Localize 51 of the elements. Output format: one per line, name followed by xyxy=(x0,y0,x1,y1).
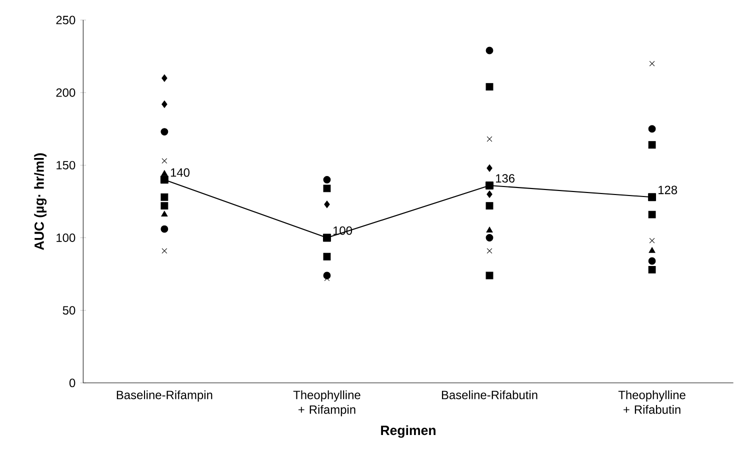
point xyxy=(160,202,168,210)
point xyxy=(648,141,656,149)
point xyxy=(486,226,493,233)
point xyxy=(162,74,168,82)
point xyxy=(648,266,656,274)
point xyxy=(486,164,492,172)
point xyxy=(162,158,168,164)
point xyxy=(486,83,494,91)
point xyxy=(161,170,168,176)
data-label: 128 xyxy=(658,186,678,194)
x-tick-label: Baseline-Rifabutin xyxy=(442,390,538,400)
point xyxy=(486,182,494,190)
y-tick-label: 50 xyxy=(62,306,76,315)
point xyxy=(323,184,331,192)
y-tick-label: 250 xyxy=(56,16,76,24)
point xyxy=(486,248,492,254)
point xyxy=(486,234,494,242)
point xyxy=(160,225,168,233)
y-axis-title: AUC (µg· hr/ml) xyxy=(34,153,47,250)
y-tick-label: 200 xyxy=(56,88,76,97)
x-axis-title: Regimen xyxy=(381,425,436,438)
data-label: 140 xyxy=(170,168,190,177)
y-tick-label: 0 xyxy=(69,378,76,388)
x-tick-label: Baseline-Rifampin xyxy=(116,390,212,402)
x-tick-label: Theophylline + Rifampin xyxy=(293,390,360,416)
point xyxy=(323,176,331,184)
point xyxy=(648,125,656,133)
point xyxy=(160,193,168,201)
point xyxy=(324,200,330,208)
point xyxy=(648,210,656,218)
point xyxy=(486,190,492,198)
point xyxy=(648,257,656,265)
point xyxy=(162,100,168,108)
y-tick-label: 150 xyxy=(56,161,76,170)
point xyxy=(649,60,655,66)
x-tick-label: Theophylline + Rifabutin xyxy=(618,390,686,414)
point xyxy=(486,272,494,280)
point xyxy=(322,234,331,242)
y-tick-label: 100 xyxy=(56,234,76,242)
point xyxy=(648,247,656,253)
point xyxy=(486,46,494,54)
point xyxy=(323,252,331,260)
point xyxy=(648,193,656,202)
point xyxy=(486,136,492,142)
point xyxy=(486,202,494,210)
point xyxy=(161,210,168,217)
data-label: 136 xyxy=(496,174,515,183)
point xyxy=(160,128,168,136)
point xyxy=(160,176,168,184)
point xyxy=(162,248,168,254)
point xyxy=(649,238,655,244)
